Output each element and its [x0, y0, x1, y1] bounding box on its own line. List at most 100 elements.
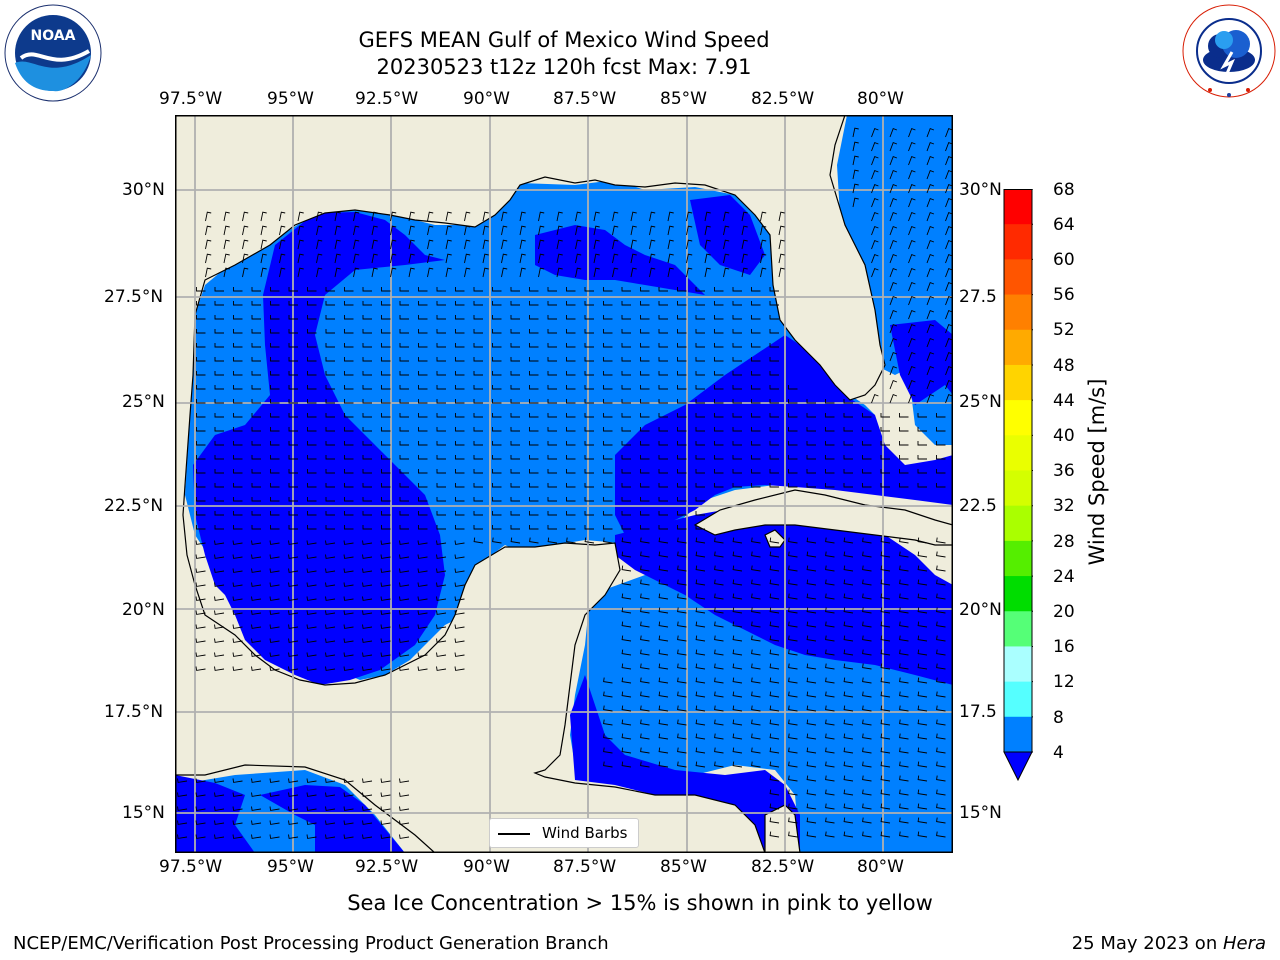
wind-barb	[436, 385, 446, 390]
wind-barb	[640, 525, 650, 530]
wind-barb	[640, 705, 650, 712]
wind-barb	[390, 267, 397, 278]
wind-barb	[279, 211, 286, 222]
wind-barb	[566, 399, 576, 404]
wind-barb	[418, 455, 428, 460]
wind-barb	[658, 385, 668, 390]
wind-barb	[519, 267, 526, 278]
wind-barb	[917, 789, 928, 796]
wind-barb	[769, 635, 780, 642]
wind-barb	[353, 267, 360, 278]
wind-barb	[871, 184, 879, 194]
wind-barb	[621, 663, 632, 670]
wind-barb	[880, 537, 891, 544]
wind-barb	[196, 455, 206, 460]
wind-barb	[214, 483, 224, 488]
wind-barb	[899, 441, 909, 446]
wind-barb	[270, 455, 280, 460]
wind-barb	[288, 568, 299, 573]
wind-barb	[788, 593, 798, 600]
wind-barb	[343, 792, 354, 797]
wind-barb	[677, 427, 687, 432]
wind-barb	[945, 268, 953, 278]
wind-barb	[233, 469, 243, 474]
wind-barb	[843, 635, 854, 642]
wind-barb	[843, 705, 854, 712]
wind-barb	[843, 441, 853, 446]
wind-barb	[603, 733, 613, 740]
wind-barb	[603, 705, 613, 712]
wind-barb	[843, 537, 854, 544]
wind-barb	[325, 315, 335, 320]
wind-barb	[621, 385, 631, 390]
wind-barb	[307, 357, 317, 362]
wind-barb	[945, 366, 953, 376]
wind-barb	[630, 211, 637, 222]
wind-barb	[732, 593, 743, 600]
wind-barb	[510, 537, 521, 544]
wind-barb	[205, 267, 212, 278]
wind-barb	[575, 267, 582, 278]
wind-barb	[436, 469, 446, 474]
wind-barb	[649, 239, 656, 250]
wind-barb	[658, 287, 668, 292]
wind-barb	[603, 301, 613, 306]
wind-barb	[399, 652, 410, 657]
wind-barb	[825, 691, 835, 698]
wind-barb	[436, 511, 446, 516]
wind-barb	[908, 352, 916, 362]
wind-barb	[566, 329, 576, 334]
wind-barb	[177, 806, 188, 811]
wind-barb	[621, 357, 631, 362]
wind-barb	[751, 357, 761, 362]
wind-barb	[307, 441, 317, 446]
wind-barb	[732, 329, 742, 334]
wind-barb	[519, 225, 526, 236]
wind-barb	[880, 455, 890, 460]
wind-barb	[214, 638, 225, 643]
wind-barb	[871, 170, 879, 180]
wind-barb	[233, 427, 243, 432]
footer-date: 25 May 2023 on	[1071, 933, 1223, 954]
wind-barb	[445, 225, 452, 236]
wind-barb	[917, 691, 928, 698]
wind-barb	[908, 226, 916, 236]
wind-barb	[936, 621, 946, 628]
wind-barb	[788, 817, 798, 824]
wind-barb	[658, 579, 669, 586]
wind-barb	[936, 803, 946, 810]
wind-barb	[325, 652, 336, 657]
wind-barb	[936, 579, 946, 586]
wind-barb	[880, 747, 891, 754]
colorbar-band	[1004, 716, 1032, 752]
wind-barb	[751, 315, 761, 320]
wind-barb	[769, 483, 779, 488]
wind-barb	[547, 371, 557, 376]
wind-barb	[454, 540, 465, 545]
wind-barb	[825, 455, 835, 460]
wind-barb	[510, 469, 520, 474]
wind-barb	[288, 301, 298, 306]
wind-barb	[556, 239, 563, 250]
wind-barb	[270, 329, 280, 334]
colorbar-band	[1004, 540, 1032, 577]
wind-barb	[325, 554, 336, 559]
wind-barb	[714, 441, 724, 446]
wind-barb	[233, 343, 243, 348]
wind-barb	[769, 385, 779, 390]
wind-barb	[640, 287, 650, 292]
wind-barb	[584, 497, 594, 502]
wind-barb	[908, 296, 916, 306]
wind-barb	[621, 525, 631, 530]
wind-barb	[399, 455, 409, 460]
wind-barb	[288, 413, 298, 418]
wind-barb	[741, 239, 748, 250]
wind-barb	[741, 211, 748, 222]
wind-barb	[214, 834, 225, 839]
wind-barb	[778, 239, 785, 250]
wind-barb	[788, 483, 798, 488]
wind-barb	[436, 287, 446, 292]
lat-label-right: 22.5	[959, 496, 997, 516]
wind-barb	[566, 301, 576, 306]
wind-barb	[908, 380, 916, 390]
